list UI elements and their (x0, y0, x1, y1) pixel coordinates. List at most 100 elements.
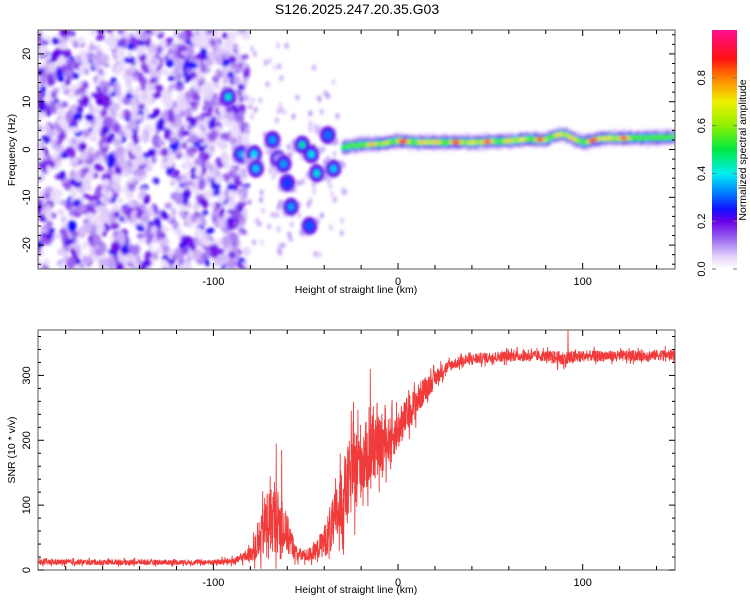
line-core (401, 139, 404, 144)
spectrogram-noise-blob (226, 183, 235, 191)
spectrogram-noise-blob (243, 66, 250, 81)
spectrogram-noise-blob (84, 212, 95, 220)
line-core (594, 137, 598, 142)
spectrogram-noise-blob (98, 155, 104, 164)
spectrogram-noise-blob (232, 76, 240, 85)
spectrogram-noise-blob (98, 258, 107, 268)
spectrogram-noise-blob (131, 147, 138, 156)
spectrogram-noise-blob (177, 125, 185, 137)
line-core (508, 138, 511, 143)
line-segment (359, 143, 363, 148)
spectrogram-noise-blob (82, 240, 89, 250)
spectrogram-noise-blob (78, 141, 87, 151)
spectrogram-noise-blob (199, 61, 207, 74)
spectrogram-noise-blob (65, 146, 75, 155)
line-core (375, 141, 378, 146)
line-segment (362, 142, 365, 147)
spectrogram-noise-blob (265, 81, 270, 88)
spectrogram-noise-blob (136, 170, 146, 176)
spectrogram-noise-blob (183, 93, 193, 100)
spectrogram-noise-blob (164, 202, 173, 210)
line-segment (348, 143, 351, 149)
spectrogram-noise-blob (184, 107, 193, 117)
snr-line (38, 330, 675, 569)
spectrogram-noise-blob (55, 107, 65, 117)
line-core (587, 139, 590, 144)
spectrogram-noise-blob (312, 64, 317, 71)
spectrogram-noise-blob (89, 30, 96, 37)
spectrogram-noise-blob (221, 138, 228, 147)
line-segment (548, 135, 551, 140)
line-core (520, 137, 523, 142)
x-tick-label: 100 (574, 577, 592, 589)
spectrogram-noise-blob (96, 98, 105, 106)
spectrogram-noise-blob (132, 134, 139, 142)
line-segment (673, 134, 675, 140)
spectrogram-noise-blob (163, 70, 170, 76)
spectrogram-noise-blob (119, 216, 125, 222)
line-core (450, 140, 453, 145)
line-segment (629, 135, 633, 141)
line-core (468, 140, 471, 145)
line-core (543, 137, 546, 142)
spectrogram-noise-blob (282, 109, 287, 116)
line-core (560, 132, 563, 137)
line-core (370, 142, 373, 147)
line-segment (671, 134, 674, 139)
spectrogram-noise-blob (160, 40, 167, 48)
line-core (558, 132, 562, 137)
spectrogram-noise-blob (95, 150, 101, 157)
spectrogram-noise-blob (111, 173, 121, 180)
spectrogram-noise-blob (243, 246, 250, 258)
line-core (591, 138, 594, 143)
spectrogram-noise-blob (88, 102, 95, 115)
spectrogram-noise-blob (205, 227, 215, 235)
line-segment (492, 140, 496, 145)
spectrogram-y-axis: -20 -10 0 10 20 (21, 34, 675, 265)
spectrogram-blob-core (251, 150, 258, 158)
line-core (430, 140, 434, 145)
spectrogram-noise-blob (260, 207, 265, 214)
main-signal-line (341, 125, 675, 156)
line-segment (659, 135, 662, 141)
spectrogram-noise-blob (59, 170, 66, 181)
line-core (516, 138, 519, 143)
spectrogram-noise-blob (229, 136, 238, 145)
line-core (553, 133, 557, 138)
line-core (523, 137, 527, 142)
spectrogram-noise-blob (73, 240, 81, 246)
spectrogram-noise-blob (154, 217, 162, 230)
spectrogram-noise-blob (142, 259, 152, 268)
spectrogram-noise-blob (216, 158, 222, 165)
spectrogram-noise-blob (224, 173, 230, 183)
line-core (569, 135, 572, 140)
spectrogram-noise-blob (115, 46, 126, 59)
spectrogram-noise-blob (154, 247, 164, 255)
line-segment (551, 135, 554, 140)
line-segment (584, 139, 588, 144)
line-segment (390, 140, 394, 145)
spectrogram-noise-blob (180, 162, 189, 170)
line-core (434, 140, 438, 145)
spectrogram-noise-blob (287, 231, 292, 238)
spectrogram-noise-blob (225, 105, 234, 113)
spectrogram-noise-blob (95, 116, 103, 123)
spectrogram-noise-blob (277, 63, 282, 70)
line-core (386, 140, 390, 145)
spectrogram-noise-blob (73, 171, 82, 182)
line-core (472, 140, 475, 145)
spectrogram-blob-core (299, 141, 306, 149)
spectrogram-noise-blob (275, 211, 280, 218)
line-segment (530, 137, 533, 142)
spectrogram-noise-blob (211, 161, 218, 176)
spectrogram-noise-blob (107, 36, 118, 50)
line-segment (379, 141, 382, 146)
spectrogram-noise-blob (109, 222, 120, 230)
spectrogram-noise-blob (51, 37, 59, 45)
line-segment (529, 136, 532, 142)
spectrogram-noise-blob (297, 212, 302, 219)
snr-y-axis-label: SNR (10 * v/v) (6, 416, 18, 483)
spectrogram-noise-blob (38, 44, 48, 54)
line-segment (650, 135, 653, 141)
spectrogram-noise-blob (76, 186, 86, 194)
